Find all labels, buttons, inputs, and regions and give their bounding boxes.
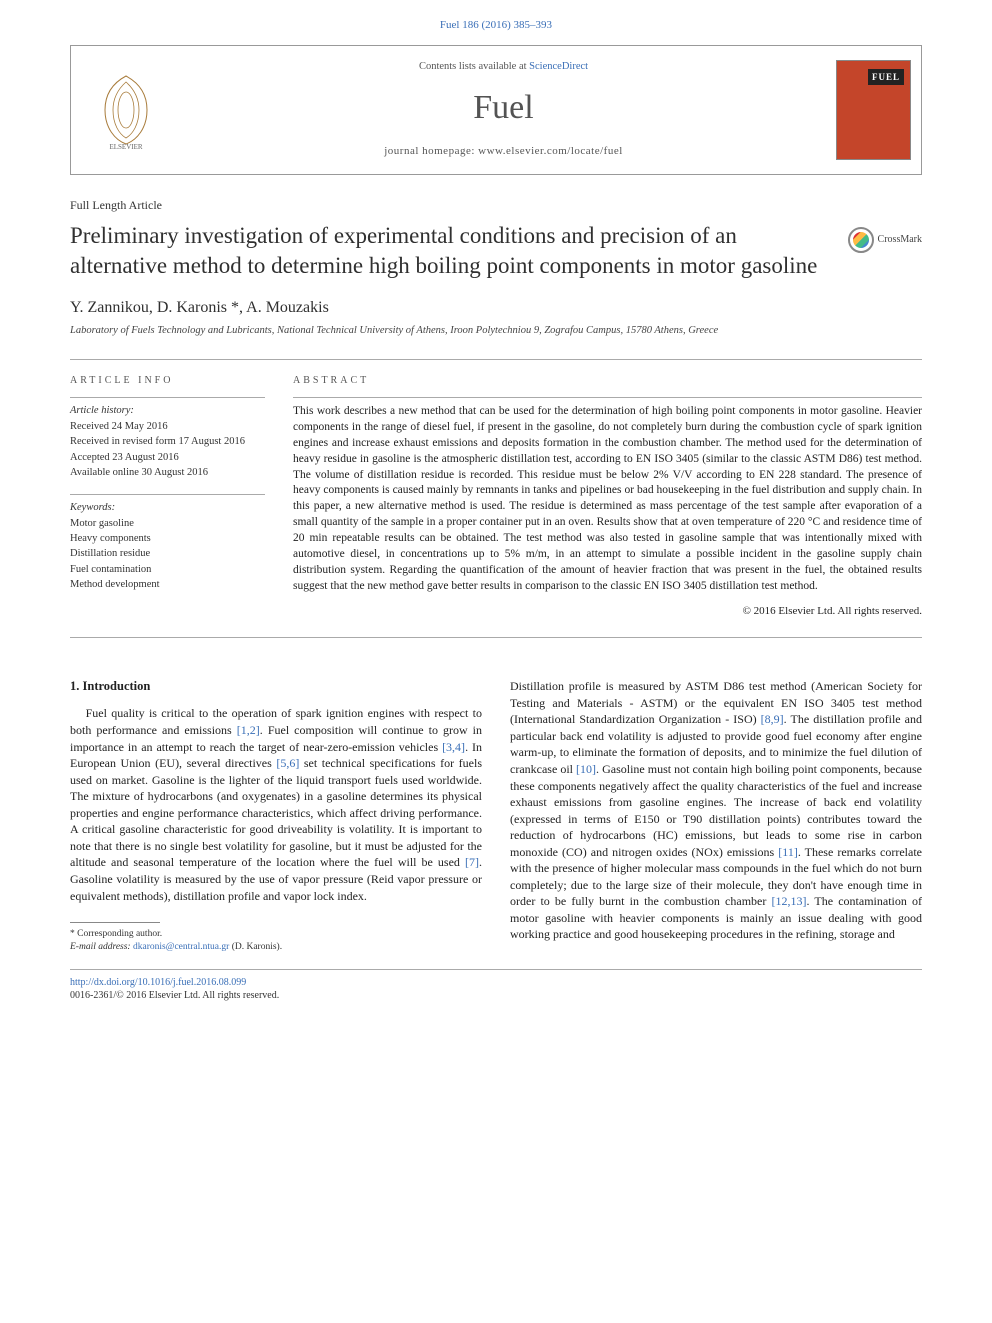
crossmark-label: CrossMark bbox=[878, 233, 922, 247]
elsevier-logo: ELSEVIER bbox=[91, 70, 161, 150]
journal-cover-cell bbox=[826, 46, 921, 174]
abstract-heading: ABSTRACT bbox=[293, 374, 922, 388]
section-divider bbox=[70, 637, 922, 638]
journal-name: Fuel bbox=[473, 85, 533, 131]
crossmark-badge[interactable]: CrossMark bbox=[848, 227, 922, 253]
keyword-line: Distillation residue bbox=[70, 547, 265, 561]
contents-prefix: Contents lists available at bbox=[419, 61, 529, 72]
abstract-column: ABSTRACT This work describes a new metho… bbox=[293, 360, 922, 620]
article-info-column: ARTICLE INFO Article history: Received 2… bbox=[70, 360, 265, 620]
history-line: Received 24 May 2016 bbox=[70, 420, 265, 434]
body-column-left: 1. Introduction Fuel quality is critical… bbox=[70, 678, 482, 954]
doi-link[interactable]: http://dx.doi.org/10.1016/j.fuel.2016.08… bbox=[70, 977, 246, 988]
homepage-prefix: journal homepage: bbox=[384, 145, 478, 157]
keyword-line: Fuel contamination bbox=[70, 563, 265, 577]
article-type: Full Length Article bbox=[70, 197, 922, 213]
body-paragraph: Distillation profile is measured by ASTM… bbox=[510, 678, 922, 943]
history-line: Received in revised form 17 August 2016 bbox=[70, 435, 265, 449]
footer-divider bbox=[70, 969, 922, 970]
publisher-logo-cell: ELSEVIER bbox=[71, 46, 181, 174]
affiliation: Laboratory of Fuels Technology and Lubri… bbox=[70, 324, 922, 338]
corresponding-author-note: * Corresponding author. bbox=[70, 928, 482, 941]
author-list: Y. Zannikou, D. Karonis *, A. Mouzakis bbox=[70, 297, 922, 319]
abstract-text: This work describes a new method that ca… bbox=[293, 404, 922, 594]
keyword-line: Motor gasoline bbox=[70, 517, 265, 531]
keyword-line: Heavy components bbox=[70, 532, 265, 546]
contents-available-line: Contents lists available at ScienceDirec… bbox=[419, 60, 588, 74]
history-line: Available online 30 August 2016 bbox=[70, 466, 265, 480]
page-footer: http://dx.doi.org/10.1016/j.fuel.2016.08… bbox=[0, 955, 992, 1033]
footnote-divider bbox=[70, 922, 160, 923]
keywords-title: Keywords: bbox=[70, 501, 265, 515]
article-info-heading: ARTICLE INFO bbox=[70, 374, 265, 388]
introduction-heading: 1. Introduction bbox=[70, 678, 482, 695]
sciencedirect-link[interactable]: ScienceDirect bbox=[529, 61, 588, 72]
info-divider bbox=[70, 494, 265, 495]
issn-copyright-line: 0016-2361/© 2016 Elsevier Ltd. All right… bbox=[70, 989, 922, 1003]
journal-homepage-line: journal homepage: www.elsevier.com/locat… bbox=[384, 144, 623, 159]
page-reference: Fuel 186 (2016) 385–393 bbox=[0, 0, 992, 45]
info-divider bbox=[70, 397, 265, 398]
abstract-divider bbox=[293, 397, 922, 398]
abstract-copyright: © 2016 Elsevier Ltd. All rights reserved… bbox=[293, 604, 922, 619]
corresponding-email-link[interactable]: dkaronis@central.ntua.gr bbox=[133, 942, 229, 952]
header-center: Contents lists available at ScienceDirec… bbox=[181, 46, 826, 174]
article-title: Preliminary investigation of experimenta… bbox=[70, 221, 828, 281]
journal-homepage-url[interactable]: www.elsevier.com/locate/fuel bbox=[478, 145, 623, 157]
email-note: E-mail address: dkaronis@central.ntua.gr… bbox=[70, 941, 482, 954]
svg-text:ELSEVIER: ELSEVIER bbox=[109, 143, 142, 150]
email-suffix: (D. Karonis). bbox=[229, 942, 282, 952]
history-line: Accepted 23 August 2016 bbox=[70, 451, 265, 465]
email-label: E-mail address: bbox=[70, 942, 133, 952]
history-title: Article history: bbox=[70, 404, 265, 418]
journal-cover-thumbnail bbox=[836, 60, 911, 160]
keyword-line: Method development bbox=[70, 578, 265, 592]
body-paragraph: Fuel quality is critical to the operatio… bbox=[70, 705, 482, 904]
crossmark-icon bbox=[848, 227, 874, 253]
journal-header-box: ELSEVIER Contents lists available at Sci… bbox=[70, 45, 922, 175]
body-column-right: Distillation profile is measured by ASTM… bbox=[510, 678, 922, 954]
